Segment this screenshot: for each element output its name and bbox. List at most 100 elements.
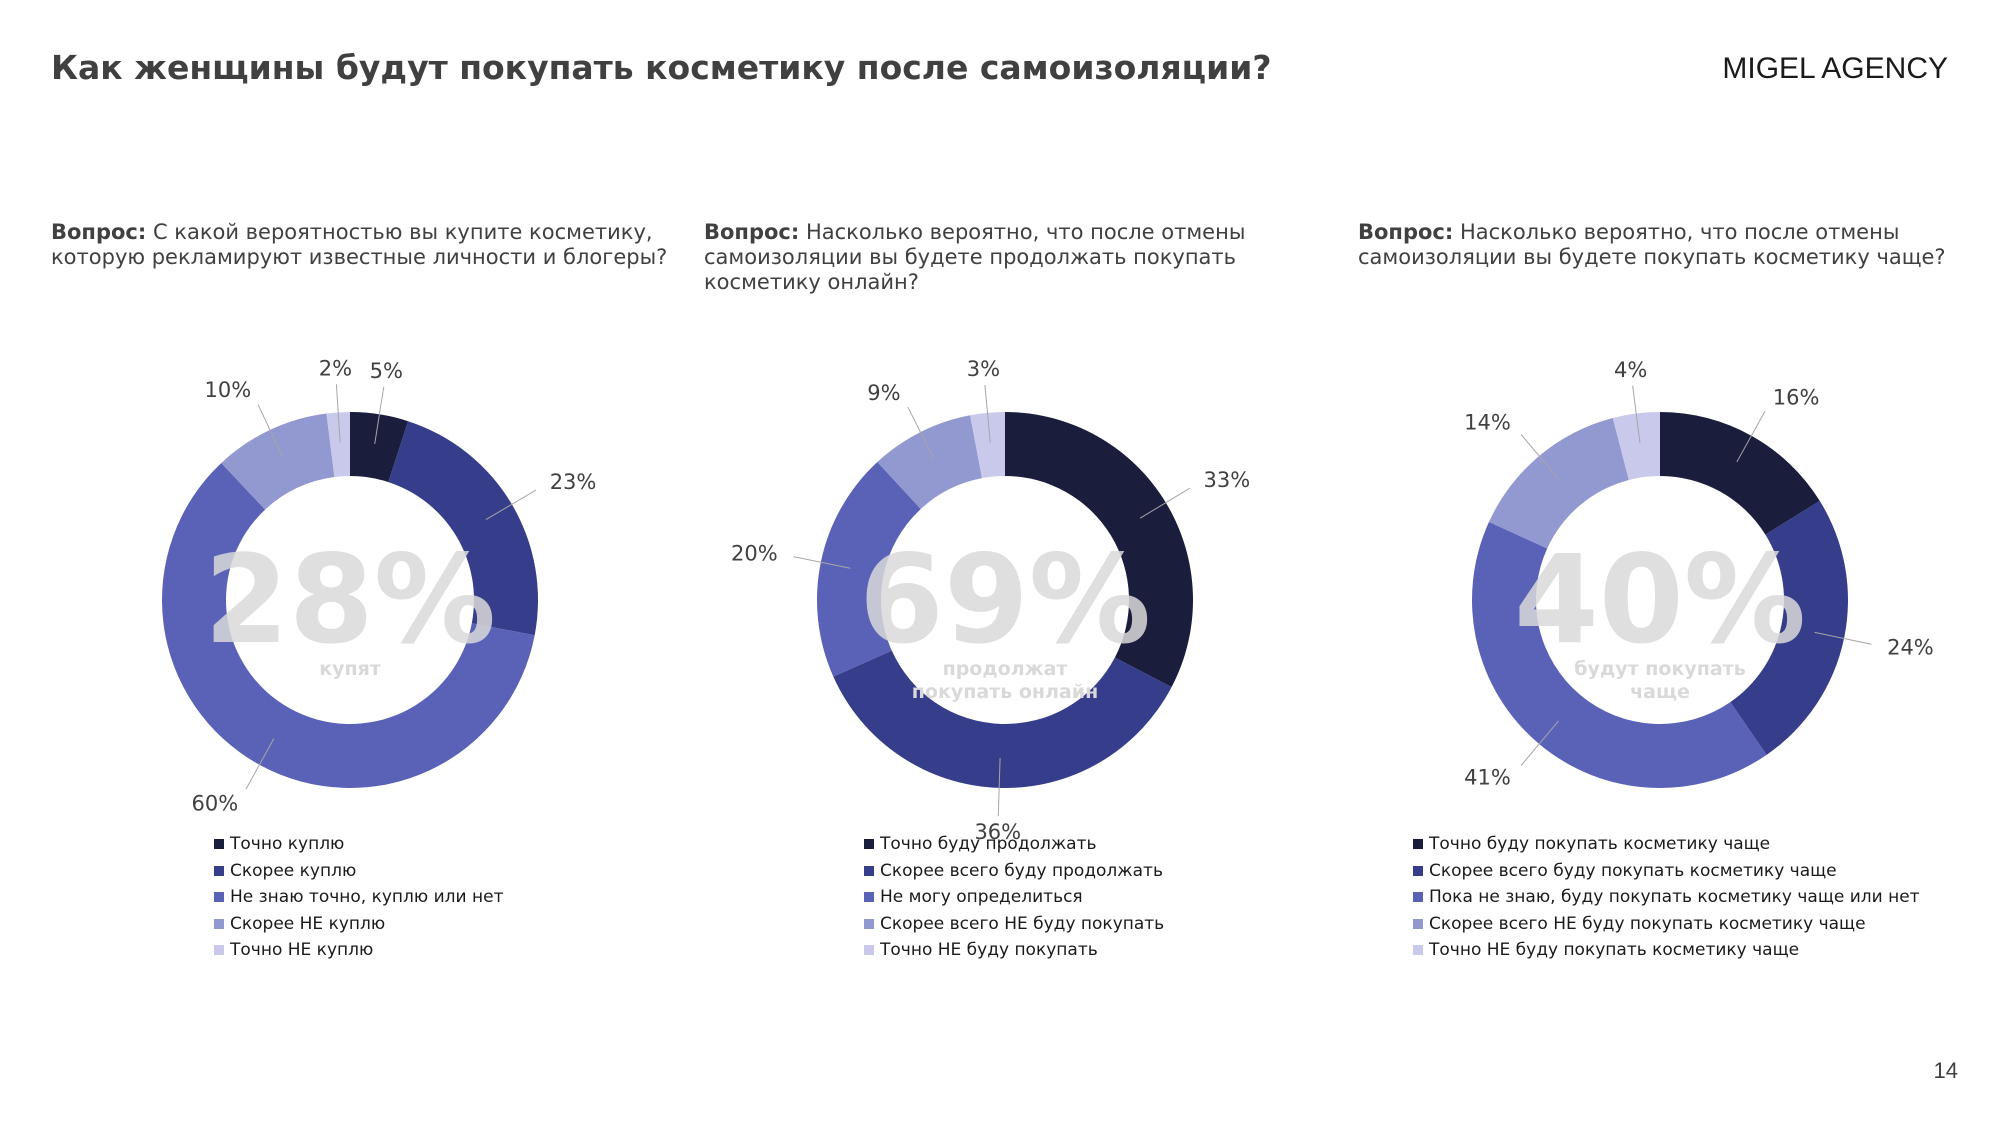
legend-label: Скорее всего буду покупать косметику чащ… — [1429, 860, 1837, 881]
legend-label: Скорее всего НЕ буду покупать — [880, 913, 1165, 934]
legend-label: Пока не знаю, буду покупать косметику ча… — [1429, 887, 1920, 908]
legend-label: Точно НЕ буду покупать косметику чаще — [1429, 940, 1800, 961]
legend-swatch — [1413, 945, 1423, 956]
donut-slice — [1488, 418, 1629, 549]
donut-slice — [1660, 412, 1820, 535]
legend-item: Точно НЕ буду покупать косметику чаще — [1413, 937, 1920, 964]
question-1-text: С какой вероятностью вы купите косметику… — [51, 220, 668, 269]
data-label: 20% — [731, 541, 778, 565]
legend-item: Не могу определиться — [864, 884, 1164, 911]
legend-swatch — [214, 892, 224, 903]
leader-line — [907, 406, 935, 460]
donut-slice — [350, 412, 409, 483]
leader-line — [1520, 434, 1559, 480]
legend-item: Пока не знаю, буду покупать косметику ча… — [1413, 884, 1920, 911]
leader-line — [1736, 411, 1766, 463]
leader-line — [485, 489, 537, 521]
data-label: 4% — [1614, 358, 1647, 382]
brand-logo-text: MIGEL AGENCY — [1722, 52, 1948, 85]
data-label: 3% — [967, 357, 1000, 381]
legend-label: Скорее всего буду продолжать — [880, 860, 1163, 881]
donut-chart-1: 5% 23% 60% 10% 2% 28%купят — [162, 356, 596, 815]
data-label: 60% — [192, 791, 239, 815]
leader-line — [1632, 385, 1641, 444]
legend-item: Скорее всего НЕ буду покупать косметику … — [1413, 911, 1920, 938]
data-label: 14% — [1464, 410, 1511, 434]
legend-swatch — [214, 865, 224, 876]
leader-line — [245, 738, 275, 790]
center-label: чаще — [1630, 681, 1690, 703]
legend-swatch — [214, 839, 224, 850]
donut-slice — [221, 413, 335, 510]
leader-line — [793, 556, 851, 569]
question-3-prefix: Вопрос: — [1358, 220, 1454, 244]
legend-label: Точно буду покупать косметику чаще — [1429, 834, 1771, 855]
legend-item: Скорее куплю — [214, 858, 503, 885]
question-3: Вопрос: Насколько вероятно, что после от… — [1358, 220, 1958, 270]
data-label: 33% — [1203, 468, 1250, 492]
legend-swatch — [1413, 892, 1423, 903]
donut-slice — [1472, 521, 1767, 788]
legend-swatch — [214, 918, 224, 929]
donut-slice — [1730, 500, 1848, 755]
question-2-text: Насколько вероятно, что после отмены сам… — [704, 220, 1246, 294]
data-label: 9% — [867, 381, 900, 405]
legend-swatch — [1413, 839, 1423, 850]
leader-line — [257, 404, 284, 458]
legend-item: Точно буду продолжать — [864, 831, 1164, 858]
data-label: 10% — [205, 378, 252, 402]
legend-swatch — [1413, 865, 1423, 876]
legend-swatch — [864, 839, 874, 850]
donut-slice — [817, 461, 921, 677]
legend-label: Точно НЕ куплю — [230, 940, 374, 961]
data-label: 23% — [550, 470, 597, 494]
leader-line — [1520, 720, 1559, 766]
leader-line — [984, 384, 991, 443]
legend-label: Точно куплю — [230, 834, 345, 855]
data-label: 2% — [319, 356, 352, 380]
data-label: 5% — [370, 359, 403, 383]
data-label: 24% — [1887, 636, 1934, 660]
legend-item: Скорее всего буду покупать косметику чащ… — [1413, 858, 1920, 885]
leader-line — [1814, 631, 1872, 645]
legend-label: Не могу определиться — [880, 887, 1083, 908]
question-1: Вопрос: С какой вероятностью вы купите к… — [51, 220, 671, 270]
legend-3: Точно буду покупать косметику чаще Скорее… — [1413, 831, 1920, 964]
legend-label: Точно НЕ буду покупать — [880, 940, 1098, 961]
center-label: продолжат — [943, 658, 1068, 680]
legend-item: Скорее НЕ куплю — [214, 911, 503, 938]
data-label: 41% — [1464, 766, 1511, 790]
legend-item: Точно буду покупать косметику чаще — [1413, 831, 1920, 858]
legend-swatch — [214, 945, 224, 956]
donut-slice — [877, 415, 982, 509]
center-label: будут покупать — [1574, 658, 1745, 680]
legend-label: Не знаю точно, куплю или нет — [230, 887, 504, 908]
data-label: 36% — [974, 820, 1021, 844]
legend-item: Скорее всего буду продолжать — [864, 858, 1164, 885]
legend-label: Точно буду продолжать — [880, 834, 1097, 855]
data-label: 16% — [1773, 385, 1820, 409]
legend-item: Скорее всего НЕ буду покупать — [864, 911, 1164, 938]
center-label: купят — [319, 658, 381, 680]
legend-2: Точно буду продолжать Скорее всего буду п… — [864, 831, 1164, 964]
legend-label: Скорее НЕ куплю — [230, 913, 386, 934]
donut-slice — [833, 650, 1172, 788]
legend-1: Точно куплю Скорее куплю Не знаю точно, ку… — [214, 831, 503, 964]
question-2: Вопрос: Насколько вероятно, что после от… — [704, 220, 1304, 295]
legend-swatch — [864, 892, 874, 903]
leader-line — [374, 386, 385, 445]
leader-line — [997, 757, 1001, 816]
legend-swatch — [864, 865, 874, 876]
leader-line — [1139, 487, 1191, 519]
question-2-prefix: Вопрос: — [704, 220, 800, 244]
donut-slice — [970, 412, 1005, 479]
center-label: покупать онлайн — [912, 681, 1098, 703]
leader-line — [335, 384, 341, 443]
legend-item: Не знаю точно, куплю или нет — [214, 884, 503, 911]
legend-item: Точно НЕ буду покупать — [864, 937, 1164, 964]
center-value: 69% — [859, 529, 1151, 671]
legend-label: Скорее куплю — [230, 860, 357, 881]
legend-swatch — [1413, 918, 1423, 929]
